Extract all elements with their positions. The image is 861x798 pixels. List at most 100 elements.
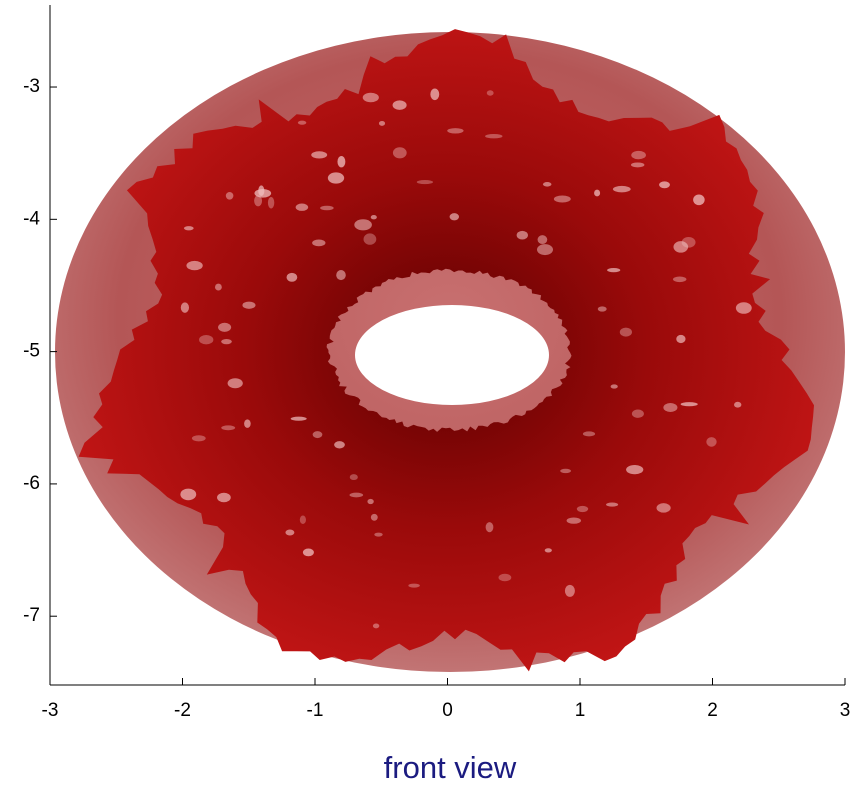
highlight: [430, 88, 439, 100]
highlight: [537, 244, 553, 255]
y-tick-label: -4: [23, 208, 40, 229]
highlight: [371, 514, 378, 521]
highlight: [186, 261, 202, 270]
highlight: [681, 402, 698, 406]
highlight: [606, 503, 618, 507]
highlight: [221, 339, 232, 344]
highlight: [706, 437, 716, 447]
x-tick-label: 3: [840, 700, 851, 721]
highlight: [337, 156, 345, 167]
highlight: [379, 121, 385, 126]
highlight: [244, 419, 251, 428]
highlight: [554, 196, 571, 203]
highlight: [374, 533, 382, 537]
highlight: [620, 328, 632, 337]
highlight: [631, 162, 644, 167]
highlight: [217, 493, 231, 502]
highlight: [682, 237, 696, 248]
highlight: [328, 172, 344, 183]
x-tick-label: -1: [307, 700, 324, 721]
highlight: [447, 128, 463, 133]
highlight: [349, 493, 363, 498]
highlight: [226, 192, 234, 200]
highlight: [607, 268, 620, 272]
highlight: [565, 585, 575, 597]
highlight: [291, 417, 307, 421]
highlight: [228, 378, 243, 388]
highlight: [363, 93, 379, 102]
x-tick-label: 2: [707, 700, 718, 721]
highlight: [303, 549, 314, 557]
highlight: [311, 151, 327, 158]
highlight: [577, 506, 588, 512]
highlight: [298, 121, 306, 125]
highlight: [611, 384, 618, 388]
highlight: [300, 516, 306, 524]
highlight: [242, 302, 255, 309]
highlight: [393, 147, 407, 158]
highlight: [371, 215, 377, 219]
highlight: [192, 435, 206, 441]
highlight: [632, 410, 644, 418]
highlight: [594, 190, 600, 197]
highlight: [254, 195, 262, 206]
highlight: [313, 431, 323, 438]
highlight: [199, 335, 213, 344]
highlight: [364, 233, 377, 244]
highlight: [631, 151, 646, 159]
x-tick-label: 0: [442, 700, 453, 721]
x-tick-label: -2: [174, 700, 191, 721]
highlight: [663, 403, 677, 412]
highlight: [334, 441, 345, 448]
y-tick-label: -3: [23, 76, 40, 97]
highlight: [296, 203, 309, 210]
highlight: [613, 186, 631, 192]
highlight: [517, 231, 528, 240]
highlight: [450, 213, 459, 220]
highlight: [598, 306, 607, 311]
highlight: [393, 100, 407, 109]
highlight: [734, 402, 741, 408]
highlight: [693, 194, 705, 205]
highlight: [181, 302, 189, 312]
highlight: [320, 206, 334, 210]
highlight: [626, 465, 643, 474]
highlight: [336, 270, 346, 280]
highlight: [408, 584, 420, 588]
highlight: [545, 548, 552, 552]
highlight: [367, 499, 373, 504]
highlight: [221, 425, 235, 430]
highlight: [184, 226, 194, 230]
highlight: [268, 197, 274, 209]
highlight: [567, 517, 581, 523]
highlight: [485, 134, 502, 138]
highlight: [583, 431, 595, 436]
highlight: [657, 503, 671, 512]
highlight: [215, 284, 222, 291]
highlight: [417, 180, 433, 184]
highlight: [498, 574, 511, 582]
x-tick-label: -3: [42, 700, 59, 721]
chart: front view -3-2-10123-3-4-5-6-7: [0, 0, 861, 798]
highlight: [285, 530, 294, 536]
y-tick-label: -6: [23, 473, 40, 494]
highlight: [673, 277, 686, 283]
highlight: [312, 239, 325, 246]
highlight: [287, 273, 298, 282]
highlight: [354, 219, 372, 230]
y-tick-label: -7: [23, 605, 40, 626]
highlight: [373, 623, 379, 628]
y-tick-label: -5: [23, 341, 40, 362]
highlight: [180, 489, 196, 501]
highlight: [676, 335, 685, 343]
highlight: [350, 474, 358, 480]
highlight: [543, 182, 552, 187]
highlight: [560, 469, 571, 473]
surface-render: [55, 29, 845, 672]
highlight: [659, 181, 670, 188]
highlight: [258, 185, 264, 196]
highlight: [218, 323, 231, 332]
highlight: [736, 302, 752, 314]
highlight: [538, 235, 548, 244]
caption: front view: [384, 750, 517, 785]
